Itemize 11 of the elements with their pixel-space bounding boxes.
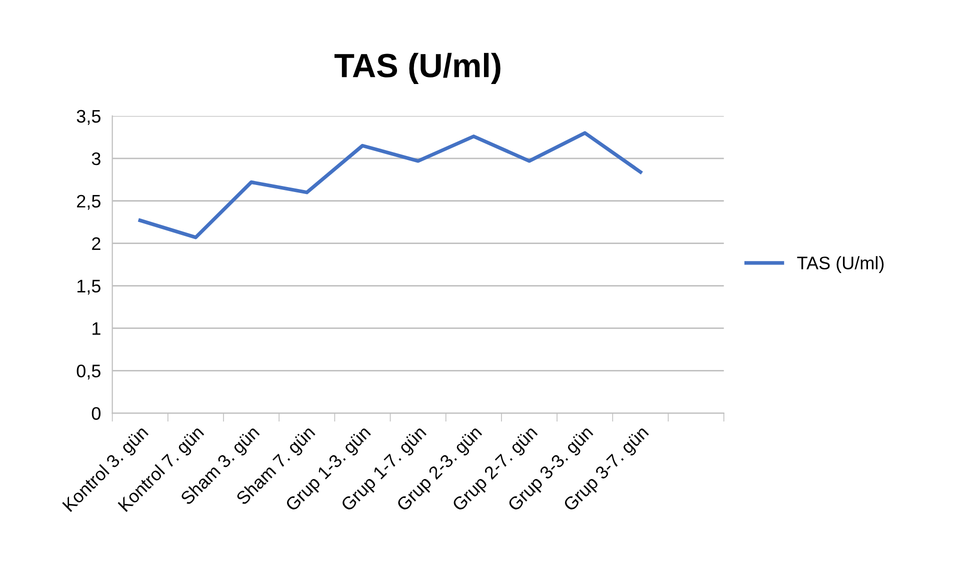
chart-title: TAS (U/ml) — [334, 52, 500, 84]
y-tick-label: 3,5 — [76, 110, 100, 125]
y-tick-label: 1 — [92, 322, 100, 335]
line-series — [138, 131, 642, 240]
y-tick-label: 2,5 — [77, 194, 100, 210]
y-tick-label: 2 — [92, 237, 100, 250]
y-tick-label: 3 — [92, 152, 100, 166]
y-tick-label: 0,5 — [76, 364, 100, 380]
legend-label: TAS (U/ml) — [797, 256, 884, 273]
y-tick-label: 1,5 — [77, 280, 100, 295]
y-tick-label: 0 — [92, 407, 101, 420]
